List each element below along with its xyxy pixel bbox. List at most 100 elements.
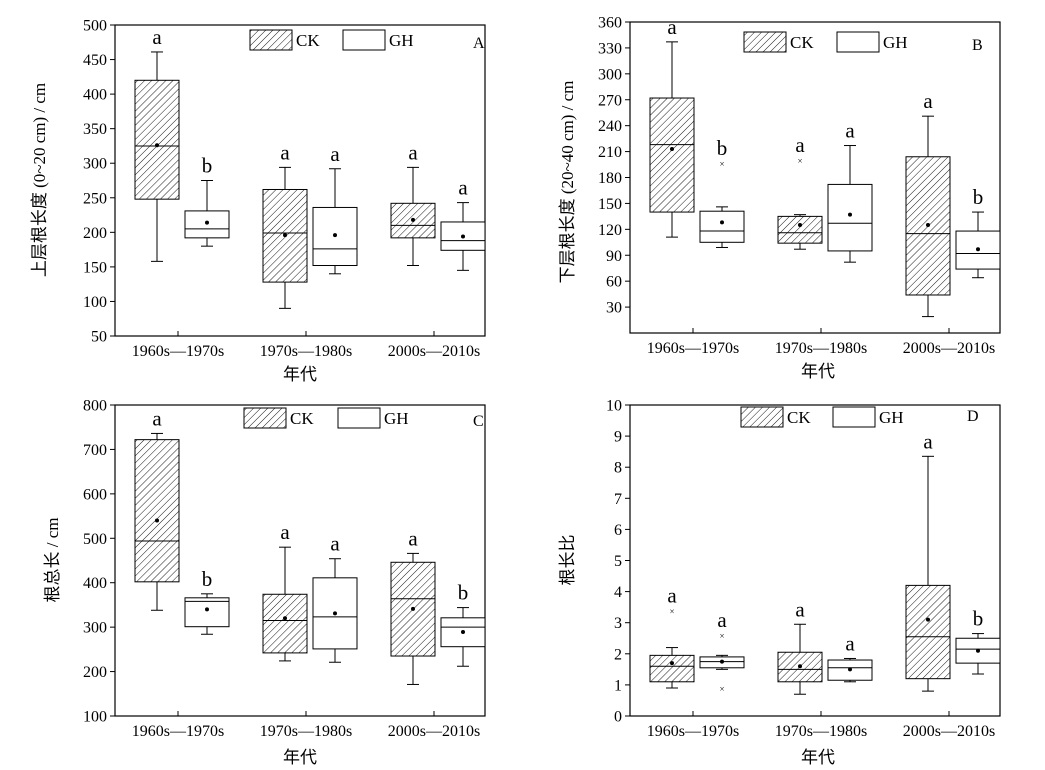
x-axis-label: 年代	[283, 365, 317, 384]
ck-box	[905, 584, 951, 680]
plot-area: 50 100 150 200 250 300 350 400 450 500 1960s—1970s…	[83, 18, 486, 360]
ck-mean-point	[670, 146, 674, 151]
plot-frame	[114, 404, 486, 717]
y-tick-label: 0	[614, 709, 622, 726]
y-tick-label: 2	[614, 646, 622, 663]
ck-mean-point	[155, 518, 159, 523]
gh-significance-letter: b	[202, 154, 213, 178]
ck-significance-letter: a	[923, 89, 933, 113]
ck-box	[134, 439, 180, 583]
y-tick-label: 7	[614, 491, 622, 508]
y-axis-label: 上层根长度 (0~20 cm) / cm	[30, 83, 49, 277]
gh-significance-letter: b	[458, 581, 469, 605]
plot-area: 30 60 90 120 150 180 210 240 270 300 330 360 1960s—1…	[598, 15, 1001, 357]
panel-a: 50 100 150 200 250 300 350 400 450 500 1960s—1970s…	[30, 18, 486, 384]
y-tick-label: 150	[598, 196, 622, 213]
y-tick-label: 60	[606, 274, 622, 291]
y-tick-label: 9	[614, 429, 622, 446]
gh-mean-point	[333, 611, 337, 616]
y-tick-label: 200	[83, 664, 107, 681]
legend: CK GH	[740, 406, 904, 428]
gh-mean-point	[461, 234, 465, 239]
x-axis-label: 年代	[801, 748, 835, 767]
x-tick-label: 1970s—1980s	[260, 343, 352, 360]
gh-mean-point	[333, 233, 337, 238]
plot-area: 100 200 300 400 500 600 700 800 1960s—1970s 1970s…	[83, 398, 486, 740]
legend-label-ck: CK	[290, 409, 314, 428]
gh-outlier: ×	[719, 631, 724, 641]
legend: CK GH	[243, 407, 409, 429]
gh-significance-letter: a	[330, 142, 340, 166]
legend-label-ck: CK	[296, 31, 320, 50]
legend: CK GH	[249, 29, 414, 51]
x-tick-label: 1970s—1980s	[260, 723, 352, 740]
gh-significance-letter: a	[458, 176, 468, 200]
ck-outlier: ×	[797, 156, 802, 166]
panel-b: 30 60 90 120 150 180 210 240 270 300 330 360 1960s—1…	[558, 15, 1001, 381]
gh-significance-letter: b	[973, 185, 984, 209]
gh-box	[440, 221, 486, 251]
ck-significance-letter: a	[795, 597, 805, 621]
ck-significance-letter: a	[795, 133, 805, 157]
legend-swatch-ck	[743, 31, 787, 53]
ck-significance-letter: a	[280, 140, 290, 164]
y-tick-label: 30	[606, 300, 622, 317]
y-tick-label: 5	[614, 553, 622, 570]
ck-box	[262, 188, 308, 283]
gh-mean-point	[205, 607, 209, 612]
y-tick-label: 10	[606, 398, 622, 415]
y-tick-label: 240	[598, 118, 622, 135]
y-tick-label: 90	[606, 248, 622, 265]
gh-significance-letter: a	[845, 631, 855, 655]
gh-significance-letter: a	[717, 608, 727, 632]
legend-label-gh: GH	[384, 409, 409, 428]
gh-box	[827, 183, 873, 252]
x-tick-label: 1960s—1970s	[647, 340, 739, 357]
ck-box	[649, 654, 695, 683]
gh-mean-point	[976, 247, 980, 252]
panel-c: 100 200 300 400 500 600 700 800 1960s—1970s 1970s…	[43, 398, 486, 767]
gh-mean-point	[848, 667, 852, 672]
gh-box	[699, 210, 745, 243]
panel-label: A	[473, 35, 485, 52]
ck-box	[649, 97, 695, 213]
gh-significance-letter: a	[330, 532, 340, 556]
ck-box	[262, 593, 308, 654]
gh-outlier: ×	[719, 159, 724, 169]
ck-mean-point	[798, 664, 802, 669]
x-tick-label: 2000s—2010s	[388, 723, 480, 740]
y-tick-label: 450	[83, 52, 107, 69]
gh-significance-letter: b	[973, 607, 984, 631]
legend-swatch-ck	[740, 406, 784, 428]
gh-mean-point	[720, 220, 724, 225]
y-tick-label: 360	[598, 15, 622, 32]
y-tick-label: 300	[83, 620, 107, 637]
y-tick-label: 6	[614, 522, 622, 539]
y-tick-label: 350	[83, 121, 107, 138]
legend-swatch-gh	[836, 31, 880, 53]
y-axis-label: 根长比	[558, 535, 577, 586]
y-tick-label: 250	[83, 190, 107, 207]
x-tick-label: 2000s—2010s	[388, 343, 480, 360]
y-tick-label: 100	[83, 294, 107, 311]
y-tick-label: 150	[83, 259, 107, 276]
ck-mean-point	[411, 217, 415, 222]
ck-significance-letter: a	[152, 25, 162, 49]
legend-label-ck: CK	[787, 408, 811, 427]
y-tick-label: 50	[91, 329, 107, 346]
panel-label: C	[473, 413, 484, 430]
gh-mean-point	[720, 659, 724, 664]
y-tick-label: 800	[83, 398, 107, 415]
ck-significance-letter: a	[923, 429, 933, 453]
ck-mean-point	[411, 606, 415, 611]
x-tick-label: 1960s—1970s	[132, 723, 224, 740]
ck-significance-letter: a	[667, 15, 677, 39]
legend-swatch-ck	[249, 29, 293, 51]
ck-box	[905, 156, 951, 296]
y-tick-label: 330	[598, 40, 622, 57]
gh-significance-letter: b	[202, 567, 213, 591]
ck-significance-letter: a	[152, 406, 162, 430]
y-tick-label: 100	[83, 709, 107, 726]
y-tick-label: 210	[598, 144, 622, 161]
